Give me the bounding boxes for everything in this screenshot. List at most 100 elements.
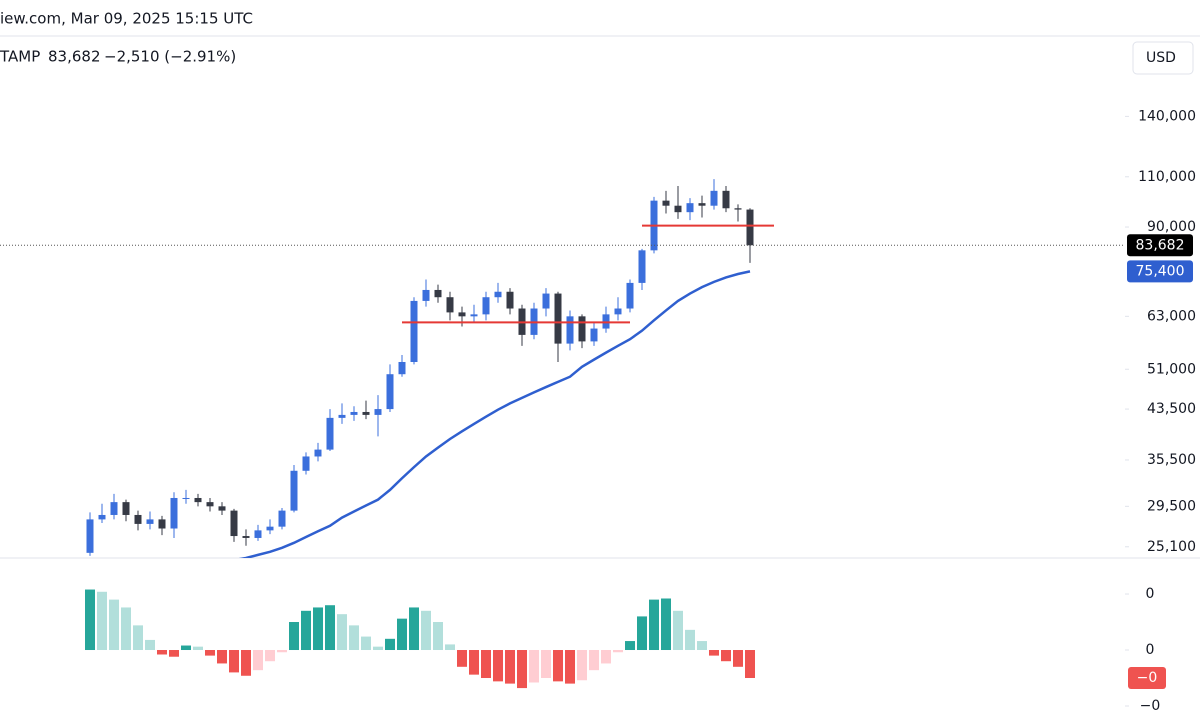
candle-body xyxy=(458,312,466,317)
y-tick-label: 25,100 xyxy=(1147,539,1196,555)
candle-body xyxy=(578,316,586,342)
hist-bar xyxy=(265,650,275,662)
hist-bar xyxy=(505,650,515,684)
candle-body xyxy=(194,497,202,503)
hist-bar xyxy=(205,650,215,656)
hist-bar xyxy=(529,650,539,683)
candle-body xyxy=(494,291,502,298)
candle-body xyxy=(422,289,430,301)
hist-bar xyxy=(685,629,695,651)
hist-last-label: −0 xyxy=(1137,670,1158,686)
candle-body xyxy=(338,414,346,418)
candle-body xyxy=(266,526,274,531)
hist-bar xyxy=(121,607,131,651)
change: −2,510 (−2.91%) xyxy=(104,48,236,66)
hist-bar xyxy=(433,622,443,651)
candle-body xyxy=(362,411,370,415)
candle-body xyxy=(638,250,646,283)
hist-bar xyxy=(517,650,527,689)
currency-button[interactable] xyxy=(1132,41,1194,75)
candle-body xyxy=(686,203,694,213)
symbol: TAMP xyxy=(0,48,40,66)
candle-body xyxy=(218,506,226,511)
hist-bar xyxy=(565,650,575,684)
y-tick-label: 35,500 xyxy=(1147,452,1196,468)
candle-body xyxy=(350,411,358,415)
hist-bar xyxy=(157,650,167,655)
y-tick-label: 29,500 xyxy=(1147,498,1196,514)
hist-bar xyxy=(673,610,683,651)
candle-body xyxy=(710,190,718,206)
candle-body xyxy=(674,205,682,213)
last-price-label: 83,682 xyxy=(1136,237,1185,253)
hist-bar xyxy=(217,650,227,664)
price-pane xyxy=(86,179,774,558)
hist-bar xyxy=(721,650,731,662)
ma-label: 75,400 xyxy=(1136,263,1185,279)
y-tick-label: 90,000 xyxy=(1147,219,1196,235)
hist-bar xyxy=(589,650,599,671)
candle-body xyxy=(122,502,130,515)
y-tick-label: 63,000 xyxy=(1147,308,1196,324)
hist-bar xyxy=(481,650,491,679)
hist-bar xyxy=(133,625,143,651)
hist-bar xyxy=(649,599,659,651)
hist-bar xyxy=(193,646,203,651)
candle-body xyxy=(482,297,490,315)
candle-body xyxy=(698,203,706,206)
candle-body xyxy=(110,502,118,515)
candle-body xyxy=(722,190,730,209)
hist-bar xyxy=(181,645,191,651)
hist-bar xyxy=(613,650,623,653)
candle-body xyxy=(434,289,442,298)
hist-bar xyxy=(241,650,251,676)
hist-bar xyxy=(349,625,359,651)
y-tick-label: 43,500 xyxy=(1147,401,1196,417)
moving-average xyxy=(238,270,751,558)
candle-body xyxy=(290,470,298,511)
source: iew.com, Mar 09, 2025 15:15 UTC xyxy=(0,10,253,28)
hist-last-tag xyxy=(1128,667,1166,690)
price: 83,682 xyxy=(48,48,101,66)
hist-bar xyxy=(493,650,503,682)
y-tick-label: 110,000 xyxy=(1138,169,1196,185)
hist-bar xyxy=(229,650,239,673)
hist-y-tick-label: −0 xyxy=(1140,698,1161,714)
candle-body xyxy=(230,510,238,537)
hist-bar xyxy=(109,599,119,651)
candle-body xyxy=(326,417,334,450)
candle-body xyxy=(614,308,622,315)
hist-bar xyxy=(85,589,95,651)
currency[interactable]: USD xyxy=(1146,50,1176,66)
last-price-tag xyxy=(1127,234,1193,257)
hist-bar xyxy=(745,650,755,679)
candle-body xyxy=(206,502,214,507)
hist-bar xyxy=(457,650,467,667)
hist-bar xyxy=(733,650,743,667)
hist-bar xyxy=(313,607,323,651)
candle-body xyxy=(242,536,250,538)
hist-bar xyxy=(421,610,431,651)
candle-body xyxy=(182,497,190,499)
candle-body xyxy=(98,514,106,520)
hist-bar xyxy=(253,650,263,671)
hist-bar xyxy=(553,650,563,682)
hist-bar xyxy=(385,638,395,651)
hist-bar xyxy=(373,646,383,651)
hist-bar xyxy=(289,622,299,651)
candle-body xyxy=(734,208,742,210)
hist-bar xyxy=(625,641,635,651)
hist-bar xyxy=(697,641,707,651)
candle-body xyxy=(254,530,262,538)
hist-bar xyxy=(169,650,179,657)
candle-body xyxy=(386,374,394,410)
y-tick-label: 51,000 xyxy=(1147,361,1196,377)
candle-body xyxy=(554,293,562,344)
candle-body xyxy=(302,456,310,471)
hist-bar xyxy=(361,636,371,651)
candle-body xyxy=(626,282,634,309)
candle-body xyxy=(86,519,94,553)
hist-bar xyxy=(277,650,287,653)
hist-bar xyxy=(301,610,311,651)
candle-body xyxy=(410,300,418,362)
